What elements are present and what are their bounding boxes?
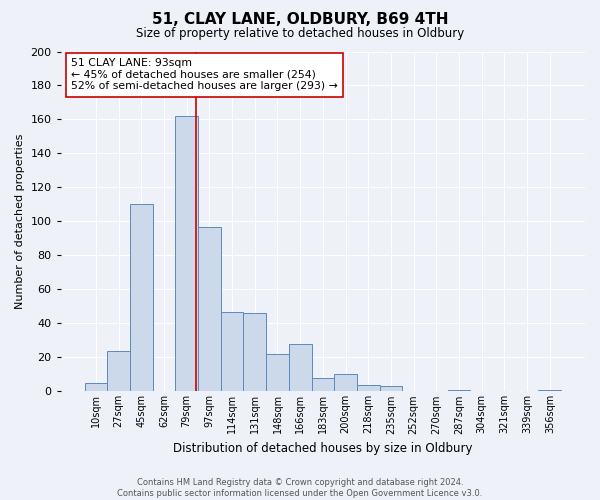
Y-axis label: Number of detached properties: Number of detached properties <box>15 134 25 309</box>
Text: Size of property relative to detached houses in Oldbury: Size of property relative to detached ho… <box>136 28 464 40</box>
Bar <box>357 384 380 392</box>
Bar <box>311 378 334 392</box>
Bar <box>289 344 311 392</box>
Bar <box>244 313 266 392</box>
Bar <box>380 386 402 392</box>
Bar <box>198 226 221 392</box>
Bar <box>266 354 289 392</box>
Bar <box>85 383 107 392</box>
Bar <box>538 390 561 392</box>
Bar <box>334 374 357 392</box>
Bar <box>175 116 198 392</box>
Text: 51 CLAY LANE: 93sqm
← 45% of detached houses are smaller (254)
52% of semi-detac: 51 CLAY LANE: 93sqm ← 45% of detached ho… <box>71 58 338 92</box>
X-axis label: Distribution of detached houses by size in Oldbury: Distribution of detached houses by size … <box>173 442 473 455</box>
Text: 51, CLAY LANE, OLDBURY, B69 4TH: 51, CLAY LANE, OLDBURY, B69 4TH <box>152 12 448 28</box>
Text: Contains HM Land Registry data © Crown copyright and database right 2024.
Contai: Contains HM Land Registry data © Crown c… <box>118 478 482 498</box>
Bar <box>130 204 152 392</box>
Bar <box>221 312 244 392</box>
Bar <box>448 390 470 392</box>
Bar <box>107 350 130 392</box>
